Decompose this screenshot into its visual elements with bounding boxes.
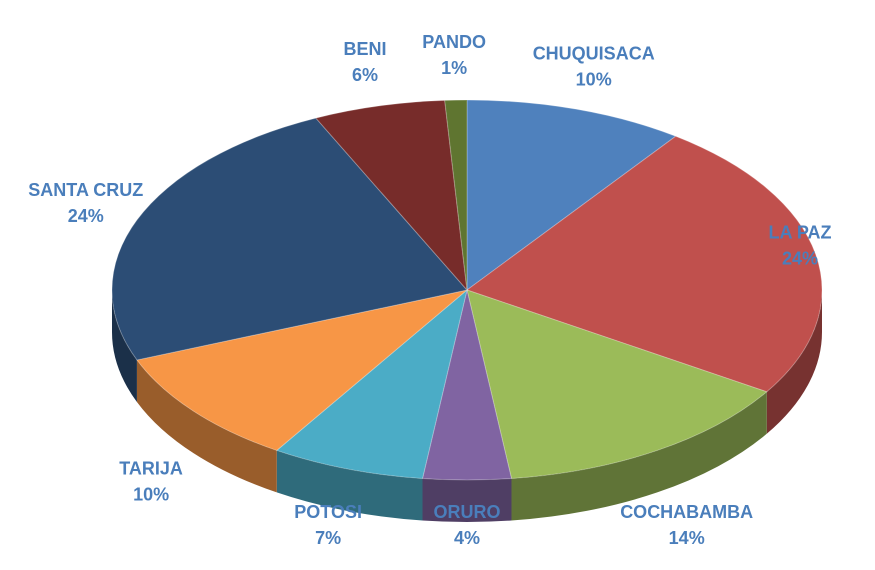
slice-side [276, 450, 423, 521]
slice-value-label: 24% [782, 249, 818, 269]
slice-value-label: 6% [352, 65, 378, 85]
slice [275, 288, 468, 480]
slice-side [422, 478, 512, 522]
slice [136, 289, 468, 451]
slice-value-label: 10% [133, 485, 169, 505]
slice-label: BENI [344, 39, 387, 59]
slice [465, 135, 823, 393]
slice [466, 99, 677, 291]
slice-label: PANDO [422, 32, 486, 52]
slice-label: SANTA CRUZ [28, 180, 143, 200]
slice-side [511, 391, 767, 521]
slice-value-label: 14% [669, 528, 705, 548]
slice-label: CHUQUISACA [533, 43, 655, 63]
slice-label: ORURO [434, 502, 501, 522]
slice-side [112, 290, 137, 402]
slice [111, 117, 468, 361]
slice-label: POTOSI [294, 502, 362, 522]
slice-value-label: 24% [68, 206, 104, 226]
slice [444, 99, 468, 291]
slice-label: COCHABAMBA [620, 502, 753, 522]
slice-value-label: 4% [454, 528, 480, 548]
slice-value-label: 1% [441, 58, 467, 78]
slice-value-label: 7% [315, 528, 341, 548]
slice-value-label: 10% [576, 69, 612, 89]
slice-side [136, 359, 277, 493]
slice [314, 99, 468, 292]
slice-label: TARIJA [119, 459, 183, 479]
slice [421, 289, 513, 481]
slice [466, 289, 768, 480]
slice-label: LA PAZ [769, 223, 832, 243]
slice-side [766, 290, 822, 434]
